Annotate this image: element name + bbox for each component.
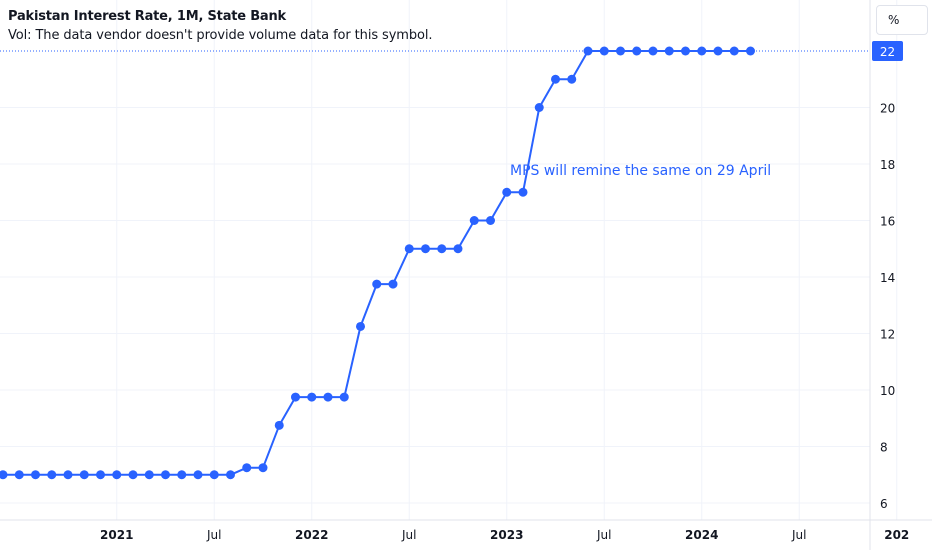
data-point[interactable]: [729, 46, 739, 56]
y-tick-label: 6: [880, 497, 888, 511]
data-point[interactable]: [144, 470, 154, 480]
data-point[interactable]: [323, 392, 333, 402]
data-point[interactable]: [258, 463, 268, 473]
x-tick-label: 2022: [295, 528, 328, 542]
data-point[interactable]: [193, 470, 203, 480]
data-point[interactable]: [209, 470, 219, 480]
data-point[interactable]: [388, 279, 398, 289]
data-point[interactable]: [551, 74, 560, 84]
data-point[interactable]: [31, 470, 40, 480]
data-point[interactable]: [14, 470, 24, 480]
rate-series-line[interactable]: [3, 50, 751, 476]
data-point[interactable]: [79, 470, 89, 480]
x-tick-label: Jul: [206, 528, 221, 542]
data-point[interactable]: [307, 392, 317, 402]
x-tick-label: Jul: [596, 528, 611, 542]
y-tick-label: 14: [880, 271, 895, 285]
data-point[interactable]: [226, 470, 235, 480]
x-tick-label: Jul: [401, 528, 416, 542]
x-tick-label: 202: [884, 528, 909, 542]
data-point[interactable]: [356, 321, 365, 331]
x-tick-label: 2024: [685, 528, 718, 542]
annotation-text[interactable]: MPS will remine the same on 29 April: [510, 163, 771, 179]
data-point[interactable]: [599, 46, 609, 56]
data-point[interactable]: [112, 470, 122, 480]
data-point[interactable]: [713, 46, 723, 56]
data-point[interactable]: [697, 46, 707, 56]
data-point[interactable]: [518, 187, 528, 197]
x-tick-label: Jul: [791, 528, 806, 542]
x-tick-label: 2023: [490, 528, 523, 542]
data-point[interactable]: [96, 470, 105, 480]
y-tick-label: 18: [880, 158, 895, 172]
data-point[interactable]: [372, 279, 382, 289]
y-tick-label: 16: [880, 215, 895, 229]
data-point[interactable]: [502, 187, 512, 197]
chart-header: Pakistan Interest Rate, 1M, State Bank V…: [8, 9, 433, 43]
volume-note: Vol: The data vendor doesn't provide vol…: [8, 28, 433, 43]
data-point[interactable]: [242, 463, 252, 473]
data-point[interactable]: [421, 244, 430, 254]
y-tick-label: 12: [880, 328, 895, 342]
chart-title: Pakistan Interest Rate, 1M, State Bank: [8, 9, 287, 24]
data-point[interactable]: [534, 103, 544, 112]
y-tick-label: 8: [880, 441, 888, 455]
data-point[interactable]: [664, 46, 674, 56]
last-value-tag: [872, 41, 903, 61]
data-point[interactable]: [47, 470, 57, 480]
data-point[interactable]: [469, 216, 479, 225]
data-point[interactable]: [63, 470, 73, 480]
x-tick-label: 2021: [100, 528, 133, 542]
data-point[interactable]: [437, 244, 447, 254]
y-tick-label: 20: [880, 102, 895, 116]
y-tick-label: 10: [880, 384, 895, 398]
data-point[interactable]: [161, 470, 170, 480]
data-point[interactable]: [0, 470, 8, 480]
data-point[interactable]: [583, 46, 593, 56]
last-value-label: 22: [880, 45, 895, 59]
percent-scale-button[interactable]: %: [876, 5, 928, 35]
data-point[interactable]: [681, 46, 690, 56]
data-point[interactable]: [632, 46, 642, 56]
data-point[interactable]: [274, 420, 284, 430]
data-point[interactable]: [746, 46, 755, 56]
data-point[interactable]: [453, 244, 463, 254]
data-point[interactable]: [177, 470, 187, 480]
data-point[interactable]: [486, 216, 495, 225]
data-point[interactable]: [128, 470, 138, 480]
data-point[interactable]: [648, 46, 658, 56]
data-point[interactable]: [339, 392, 349, 402]
data-point[interactable]: [291, 392, 300, 402]
data-point[interactable]: [567, 74, 577, 84]
data-point[interactable]: [404, 244, 414, 254]
data-point[interactable]: [616, 46, 625, 56]
